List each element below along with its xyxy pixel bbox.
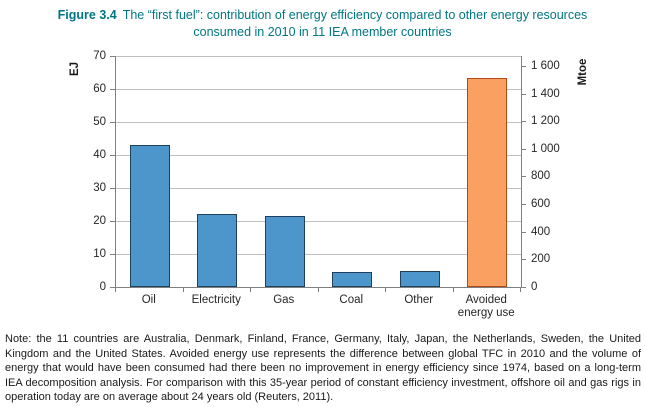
bar-other xyxy=(399,270,440,287)
x-category-label-electricity: Electricity xyxy=(191,294,241,306)
y-tick-right-200 xyxy=(521,259,526,261)
y-tick-label-right-400: 400 xyxy=(531,225,551,238)
x-tick-6 xyxy=(520,288,521,292)
y-tick-label-right-1000: 1 000 xyxy=(531,142,560,155)
x-tick-1 xyxy=(182,288,184,292)
y-tick-left-40 xyxy=(110,155,115,156)
figure-title: Figure 3.4 The “first fuel”: contribution… xyxy=(10,7,635,41)
bar-coal xyxy=(332,272,373,287)
y-tick-right-800 xyxy=(521,176,526,178)
y-tick-label-right-600: 600 xyxy=(531,198,551,211)
gridline-40 xyxy=(116,155,521,156)
y-tick-left-0 xyxy=(110,287,115,288)
y-tick-label-left-70: 70 xyxy=(93,50,106,62)
x-category-label-oil: Oil xyxy=(141,294,156,306)
y-tick-right-1600 xyxy=(521,65,526,67)
y-tick-label-left-20: 20 xyxy=(93,215,106,227)
bar-electricity xyxy=(197,214,238,287)
y-tick-label-left-10: 10 xyxy=(93,248,106,260)
figure-title-line2: consumed in 2010 in 11 IEA member countr… xyxy=(193,25,452,39)
y-tick-left-20 xyxy=(110,221,115,222)
gridline-30 xyxy=(116,188,521,189)
y-tick-label-left-50: 50 xyxy=(93,116,106,128)
y-tick-left-10 xyxy=(110,254,115,255)
y-tick-label-left-60: 60 xyxy=(93,83,106,95)
x-tick-2 xyxy=(250,288,251,292)
y-tick-left-60 xyxy=(110,89,115,90)
figure-number-label: Figure 3.4 xyxy=(57,8,117,22)
y-tick-label-left-40: 40 xyxy=(93,149,106,161)
bar-avoided-energy-use xyxy=(467,78,508,287)
x-category-label-gas: Gas xyxy=(273,294,295,306)
y-tick-label-right-1600: 1 600 xyxy=(531,59,560,72)
y-axis-title-right: Mtoe xyxy=(577,58,589,86)
figure-note: Note: the 11 countries are Australia, De… xyxy=(5,333,641,404)
x-tick-5 xyxy=(452,288,454,292)
bar-oil xyxy=(129,145,170,287)
gridline-70 xyxy=(116,56,521,57)
y-tick-label-left-0: 0 xyxy=(99,281,106,293)
gridline-10 xyxy=(116,254,521,255)
y-tick-right-0 xyxy=(521,287,526,288)
y-tick-left-50 xyxy=(110,122,115,123)
plot-area xyxy=(115,56,522,288)
gridline-50 xyxy=(116,122,521,123)
bar-gas xyxy=(264,216,305,287)
y-tick-right-1200 xyxy=(521,121,526,123)
y-tick-label-right-1200: 1 200 xyxy=(531,115,560,128)
y-tick-label-right-800: 800 xyxy=(531,170,551,183)
figure-title-line1: The “first fuel”: contribution of energy… xyxy=(122,8,588,22)
y-tick-right-400 xyxy=(521,231,526,233)
y-tick-label-right-0: 0 xyxy=(531,281,538,293)
y-tick-right-1400 xyxy=(521,93,526,95)
y-tick-left-30 xyxy=(110,188,115,189)
y-tick-right-1000 xyxy=(521,148,526,150)
y-tick-label-right-200: 200 xyxy=(531,253,551,266)
x-tick-0 xyxy=(115,288,116,292)
x-category-label-avoided-energy-use: Avoided energy use xyxy=(457,294,515,319)
x-category-label-other: Other xyxy=(404,294,434,306)
x-tick-4 xyxy=(385,288,386,292)
x-tick-3 xyxy=(317,288,319,292)
y-tick-label-left-30: 30 xyxy=(93,182,106,194)
gridline-20 xyxy=(116,221,521,222)
gridline-60 xyxy=(116,89,521,90)
x-category-label-coal: Coal xyxy=(339,294,364,306)
y-tick-left-70 xyxy=(110,56,115,57)
y-tick-label-right-1400: 1 400 xyxy=(531,87,560,100)
y-tick-right-600 xyxy=(521,204,526,206)
